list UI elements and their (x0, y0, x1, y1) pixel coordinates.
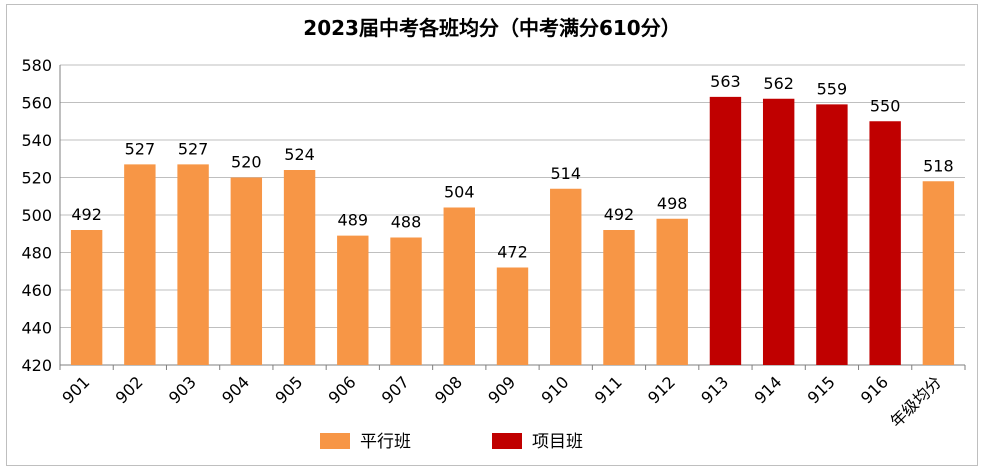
x-tick-label: 903 (165, 372, 200, 407)
legend-label: 项目班 (532, 432, 583, 452)
data-label: 492 (71, 205, 102, 224)
data-label: 520 (231, 153, 262, 172)
x-tick-label: 年级均分 (887, 372, 946, 431)
legend-label: 平行班 (360, 432, 411, 452)
data-label: 563 (710, 72, 741, 91)
x-tick-label: 911 (591, 372, 626, 407)
data-label: 489 (338, 211, 369, 230)
y-tick-label: 420 (21, 356, 52, 375)
data-label: 550 (870, 96, 901, 115)
legend-swatch (320, 433, 350, 449)
x-tick-label: 910 (538, 372, 573, 407)
data-label: 518 (923, 156, 954, 175)
bar (762, 98, 795, 365)
x-tick-label: 901 (58, 372, 93, 407)
bar (124, 164, 156, 365)
legend-swatch (492, 433, 522, 449)
bar (283, 170, 316, 365)
bar (337, 235, 369, 365)
data-label: 514 (550, 164, 581, 183)
bar (390, 237, 422, 365)
y-tick-label: 520 (21, 169, 52, 188)
x-axis-ticks: 901 902 903 904 905 906 907 908 909 910 911 912 913 9… (58, 365, 966, 431)
x-tick-label: 914 (750, 372, 785, 407)
x-tick-label: 912 (644, 372, 679, 407)
x-tick-label: 902 (112, 372, 147, 407)
y-tick-label: 560 (21, 94, 52, 113)
y-tick-label: 460 (21, 281, 52, 300)
data-label: 492 (604, 205, 635, 224)
x-tick-label: 906 (325, 372, 360, 407)
x-tick-label: 916 (857, 372, 892, 407)
bar (443, 207, 475, 365)
x-tick-label: 908 (431, 372, 466, 407)
y-tick-label: 480 (21, 244, 52, 263)
bar (922, 181, 955, 365)
bars (70, 96, 955, 365)
y-tick-label: 440 (21, 319, 52, 338)
bar (70, 230, 103, 365)
x-tick-label: 913 (697, 372, 732, 407)
data-labels: 492 527 527 520 524 489 488 504 472 514 492 498 563 5… (71, 72, 953, 262)
y-tick-label: 540 (21, 131, 52, 150)
bar (496, 267, 529, 365)
data-label: 559 (817, 79, 848, 98)
x-tick-label: 907 (378, 372, 413, 407)
bar (656, 218, 688, 365)
bar (709, 96, 742, 365)
data-label: 488 (391, 213, 422, 232)
data-label: 472 (497, 243, 528, 262)
bar (816, 104, 848, 365)
bar (869, 121, 901, 365)
data-label: 527 (125, 139, 156, 158)
data-label: 524 (284, 145, 315, 164)
data-label: 504 (444, 183, 475, 202)
y-tick-label: 500 (21, 206, 52, 225)
data-label: 562 (763, 74, 794, 93)
bar (177, 164, 209, 365)
chart-title: 2023届中考各班均分（中考满分610分） (303, 16, 681, 40)
legend: 平行班 项目班 (320, 432, 583, 452)
bar (230, 177, 263, 365)
x-tick-label: 909 (484, 372, 519, 407)
y-tick-label: 580 (21, 56, 52, 75)
x-tick-label: 915 (804, 372, 839, 407)
data-label: 498 (657, 194, 688, 213)
bar (603, 230, 635, 365)
x-tick-label: 905 (271, 372, 306, 407)
y-axis-ticks: 420 440 460 480 500 520 540 560 580 (21, 56, 52, 375)
chart-frame (6, 4, 978, 466)
data-label: 527 (178, 139, 209, 158)
x-tick-label: 904 (218, 372, 253, 407)
bar (550, 188, 582, 365)
